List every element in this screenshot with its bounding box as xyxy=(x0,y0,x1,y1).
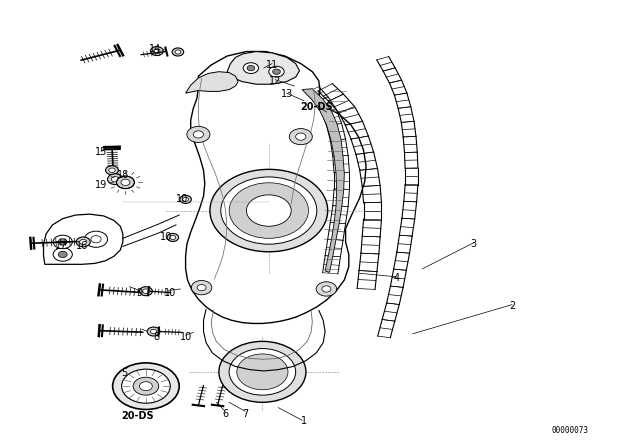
Text: 15: 15 xyxy=(95,147,108,157)
Circle shape xyxy=(140,287,152,296)
Circle shape xyxy=(172,48,184,56)
Circle shape xyxy=(84,231,108,247)
Text: 7: 7 xyxy=(242,409,248,419)
Circle shape xyxy=(175,50,181,54)
Circle shape xyxy=(191,280,212,295)
Circle shape xyxy=(193,131,204,138)
Circle shape xyxy=(111,177,119,182)
Circle shape xyxy=(53,248,72,261)
Circle shape xyxy=(243,63,259,73)
Polygon shape xyxy=(186,72,238,93)
Circle shape xyxy=(296,133,306,140)
Text: 00000073: 00000073 xyxy=(551,426,588,435)
Circle shape xyxy=(219,341,306,402)
Circle shape xyxy=(106,166,118,175)
Circle shape xyxy=(167,233,179,241)
Circle shape xyxy=(229,349,296,395)
Text: 10: 10 xyxy=(176,194,189,204)
Text: 1: 1 xyxy=(301,416,307,426)
Text: 14: 14 xyxy=(148,44,161,54)
Text: 16: 16 xyxy=(76,241,88,251)
Circle shape xyxy=(53,235,72,249)
Text: 2: 2 xyxy=(509,301,515,310)
Text: 17: 17 xyxy=(54,241,67,251)
Text: 10: 10 xyxy=(163,289,176,298)
Circle shape xyxy=(289,129,312,145)
Text: 9: 9 xyxy=(136,289,143,298)
Circle shape xyxy=(109,168,115,172)
Circle shape xyxy=(229,183,308,238)
Text: 10: 10 xyxy=(160,233,173,242)
Circle shape xyxy=(246,195,291,226)
Circle shape xyxy=(316,282,337,296)
Circle shape xyxy=(147,327,160,336)
Circle shape xyxy=(269,66,284,77)
Circle shape xyxy=(133,377,159,395)
Text: 19: 19 xyxy=(95,180,108,190)
Text: 10: 10 xyxy=(179,332,192,342)
Circle shape xyxy=(121,179,130,185)
Polygon shape xyxy=(227,52,300,84)
Circle shape xyxy=(273,69,280,74)
Text: 20-DS: 20-DS xyxy=(301,102,333,112)
Text: 3: 3 xyxy=(470,239,477,249)
Circle shape xyxy=(91,236,101,243)
Polygon shape xyxy=(44,214,123,264)
Circle shape xyxy=(108,174,123,185)
Text: 4: 4 xyxy=(394,273,400,283)
Text: 18: 18 xyxy=(116,170,129,180)
Circle shape xyxy=(187,126,210,142)
Circle shape xyxy=(170,236,175,239)
Circle shape xyxy=(140,382,152,391)
Circle shape xyxy=(58,251,67,258)
Circle shape xyxy=(180,195,191,203)
Circle shape xyxy=(237,354,288,390)
Circle shape xyxy=(183,197,188,202)
Polygon shape xyxy=(302,89,344,272)
Circle shape xyxy=(210,169,328,252)
Polygon shape xyxy=(186,52,366,323)
Circle shape xyxy=(116,176,134,189)
Circle shape xyxy=(76,237,90,247)
Text: 5: 5 xyxy=(122,368,128,378)
Circle shape xyxy=(80,239,87,245)
Circle shape xyxy=(113,363,179,409)
Circle shape xyxy=(154,49,160,53)
Circle shape xyxy=(221,177,317,244)
Text: 6: 6 xyxy=(222,409,228,419)
Circle shape xyxy=(143,289,149,293)
Circle shape xyxy=(150,329,157,334)
Text: 20-DS: 20-DS xyxy=(122,411,154,421)
Circle shape xyxy=(322,286,331,292)
Circle shape xyxy=(122,369,170,403)
Circle shape xyxy=(58,239,67,245)
Text: 13: 13 xyxy=(280,89,293,99)
Text: 8: 8 xyxy=(154,332,160,342)
Circle shape xyxy=(150,47,163,56)
Text: 11: 11 xyxy=(266,60,278,70)
Text: 12: 12 xyxy=(269,76,282,86)
Circle shape xyxy=(247,65,255,71)
Circle shape xyxy=(197,284,206,291)
